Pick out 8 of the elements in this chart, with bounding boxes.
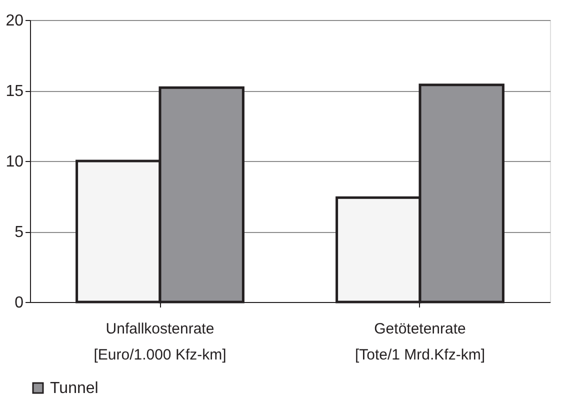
y-tick-label: 5 xyxy=(14,224,24,241)
y-tick-label: 10 xyxy=(6,154,24,170)
x-tick-label: Unfallkostenrate [Euro/1.000 Kfz-km] xyxy=(94,320,226,364)
y-tick-label: 0 xyxy=(14,294,24,312)
x-tick-label: Getötetenrate [Tote/1 Mrd.Kfz-km] xyxy=(354,320,486,364)
y-tick-label: 20 xyxy=(6,12,24,30)
legend-label: Tunnel xyxy=(50,380,98,397)
y-tick-label: 15 xyxy=(6,83,24,100)
